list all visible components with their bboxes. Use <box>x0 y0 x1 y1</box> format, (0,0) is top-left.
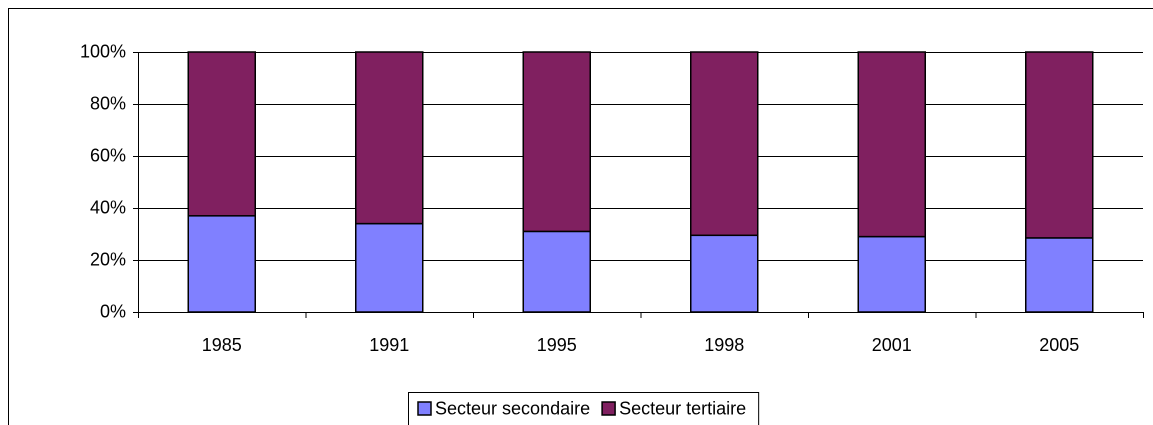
legend-box <box>408 392 760 425</box>
x-tick-label: 1998 <box>704 335 744 355</box>
legend-label: Secteur secondaire <box>435 398 590 418</box>
x-tick-label: 2005 <box>1039 335 1079 355</box>
y-tick-label: 100% <box>80 41 126 61</box>
bar-segment <box>355 222 424 313</box>
bar-segment <box>187 51 256 217</box>
x-tick-label: 1995 <box>537 335 577 355</box>
bar-segment <box>690 234 759 313</box>
y-tick-label: 0% <box>100 301 126 321</box>
bar-segment <box>690 51 759 237</box>
bar-segment <box>522 51 591 233</box>
legend-swatch <box>417 401 432 416</box>
x-tick-label: 1991 <box>369 335 409 355</box>
legend-swatch <box>601 401 616 416</box>
bar-segment <box>1025 237 1094 313</box>
x-tick-label: 2001 <box>872 335 912 355</box>
chart-frame <box>8 8 1153 425</box>
legend-label: Secteur tertiaire <box>619 398 746 418</box>
y-tick-label: 80% <box>90 93 126 113</box>
y-tick-label: 40% <box>90 197 126 217</box>
x-tick-label: 1985 <box>202 335 242 355</box>
y-tick-label: 60% <box>90 145 126 165</box>
bar-segment <box>1025 51 1094 239</box>
legend: Secteur secondaire Secteur tertiaire <box>408 392 760 425</box>
bar-segment <box>522 230 591 313</box>
bar-segment <box>857 235 926 313</box>
bar-segment <box>187 215 256 313</box>
bar-segment <box>857 51 926 238</box>
y-tick-label: 20% <box>90 249 126 269</box>
bar-segment <box>355 51 424 225</box>
